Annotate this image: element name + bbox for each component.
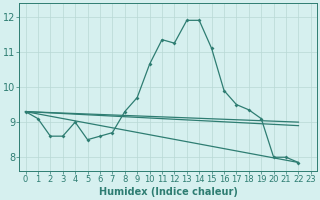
X-axis label: Humidex (Indice chaleur): Humidex (Indice chaleur) — [99, 187, 238, 197]
